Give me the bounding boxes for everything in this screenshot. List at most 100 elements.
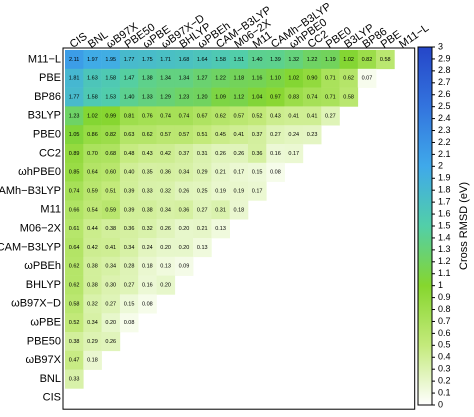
cell-label: 0.38 <box>87 264 98 270</box>
cell <box>65 313 84 333</box>
cell <box>83 50 102 70</box>
cell <box>65 219 84 239</box>
cell-label: 0.52 <box>252 113 263 119</box>
cell <box>83 144 102 164</box>
row-label: ωB97X <box>26 354 62 366</box>
cell <box>156 125 176 145</box>
cell <box>156 144 176 164</box>
cell <box>266 144 285 164</box>
cell-label: 0.74 <box>69 188 80 194</box>
cell-label: 0.37 <box>179 151 190 157</box>
cell <box>119 50 139 70</box>
colorbar <box>417 46 433 406</box>
cell <box>229 144 249 164</box>
cell <box>174 50 194 70</box>
cell <box>284 50 304 70</box>
cell-label: 0.34 <box>160 207 171 213</box>
cell <box>83 68 102 88</box>
cell <box>229 106 249 126</box>
cell <box>302 106 322 126</box>
cell-label: 0.19 <box>233 188 244 194</box>
cell <box>156 275 176 295</box>
cell-label: 0.32 <box>160 188 171 194</box>
cell-label: 1.02 <box>288 76 299 82</box>
cell <box>266 68 285 88</box>
cell-label: 0.74 <box>307 94 318 100</box>
colorbar-tick-label: 0.6 <box>438 328 451 338</box>
cell-label: 0.99 <box>105 113 116 119</box>
cell <box>193 200 212 220</box>
cell-label: 0.17 <box>252 188 263 194</box>
cell <box>321 106 340 126</box>
row-label: ωPBE <box>30 317 61 329</box>
cell-label: 0.42 <box>87 245 98 251</box>
cell <box>83 181 102 201</box>
cell <box>174 106 194 126</box>
cell-label: 1.09 <box>215 94 226 100</box>
cell <box>138 106 157 126</box>
cell-label: 0.31 <box>215 207 226 213</box>
cell-label: 0.13 <box>160 264 171 270</box>
cell <box>174 68 194 88</box>
cell <box>101 294 121 314</box>
cell-label: 0.27 <box>197 207 208 213</box>
cell <box>65 200 84 220</box>
cell-label: 0.57 <box>233 113 244 119</box>
colorbar-tick-label: 2.9 <box>438 53 451 63</box>
cell-label: 0.23 <box>307 132 318 138</box>
cell-label: 0.38 <box>142 207 153 213</box>
cell <box>193 238 212 258</box>
cell-label: 1.27 <box>197 76 208 82</box>
cell <box>83 332 102 352</box>
cell-label: 0.54 <box>87 207 98 213</box>
colorbar-tick-label: 2.3 <box>438 125 451 135</box>
cell-label: 1.77 <box>124 57 135 63</box>
cell <box>119 256 139 276</box>
cell-label: 0.24 <box>288 132 299 138</box>
cell <box>119 68 139 88</box>
row-label: PBE0 <box>33 129 61 141</box>
cell <box>193 144 212 164</box>
cell <box>156 219 176 239</box>
cell-label: 0.16 <box>270 151 281 157</box>
cell <box>156 238 176 258</box>
cell <box>321 68 340 88</box>
colorbar-tick-label: 1.2 <box>438 256 451 266</box>
cell <box>138 219 157 239</box>
cell-label: 1.23 <box>179 94 190 100</box>
cell <box>83 294 102 314</box>
cell <box>138 238 157 258</box>
cell-label: 0.20 <box>179 226 190 232</box>
colorbar-tick-label: 2.2 <box>438 137 451 147</box>
cell-label: 0.51 <box>197 132 208 138</box>
cell <box>119 313 139 333</box>
cell <box>83 219 102 239</box>
cell <box>302 68 322 88</box>
cell-label: 1.97 <box>87 57 98 63</box>
cell <box>65 275 84 295</box>
cell <box>101 238 121 258</box>
cell <box>211 200 230 220</box>
cell <box>284 68 304 88</box>
colorbar-tick-label: 0.3 <box>438 364 451 374</box>
cell-label: 1.58 <box>105 76 116 82</box>
cell <box>174 87 194 107</box>
cell <box>266 106 285 126</box>
cell <box>156 106 176 126</box>
colorbar-tick-label: 3 <box>438 41 443 51</box>
colorbar-tick-label: 0.4 <box>438 352 451 362</box>
cell-label: 0.42 <box>160 151 171 157</box>
cell <box>174 125 194 145</box>
cell-label: 1.53 <box>105 94 116 100</box>
cell-label: 1.75 <box>142 57 153 63</box>
cell-label: 0.34 <box>179 170 190 176</box>
cell-label: 1.38 <box>142 76 153 82</box>
cell <box>101 68 121 88</box>
cell-label: 0.40 <box>124 170 135 176</box>
cell-label: 1.20 <box>197 94 208 100</box>
cell <box>357 68 377 88</box>
cell-label: 0.38 <box>105 226 116 232</box>
cell-label: 0.61 <box>69 226 80 232</box>
cell-label: 0.19 <box>215 188 226 194</box>
row-label: CC2 <box>39 147 61 159</box>
